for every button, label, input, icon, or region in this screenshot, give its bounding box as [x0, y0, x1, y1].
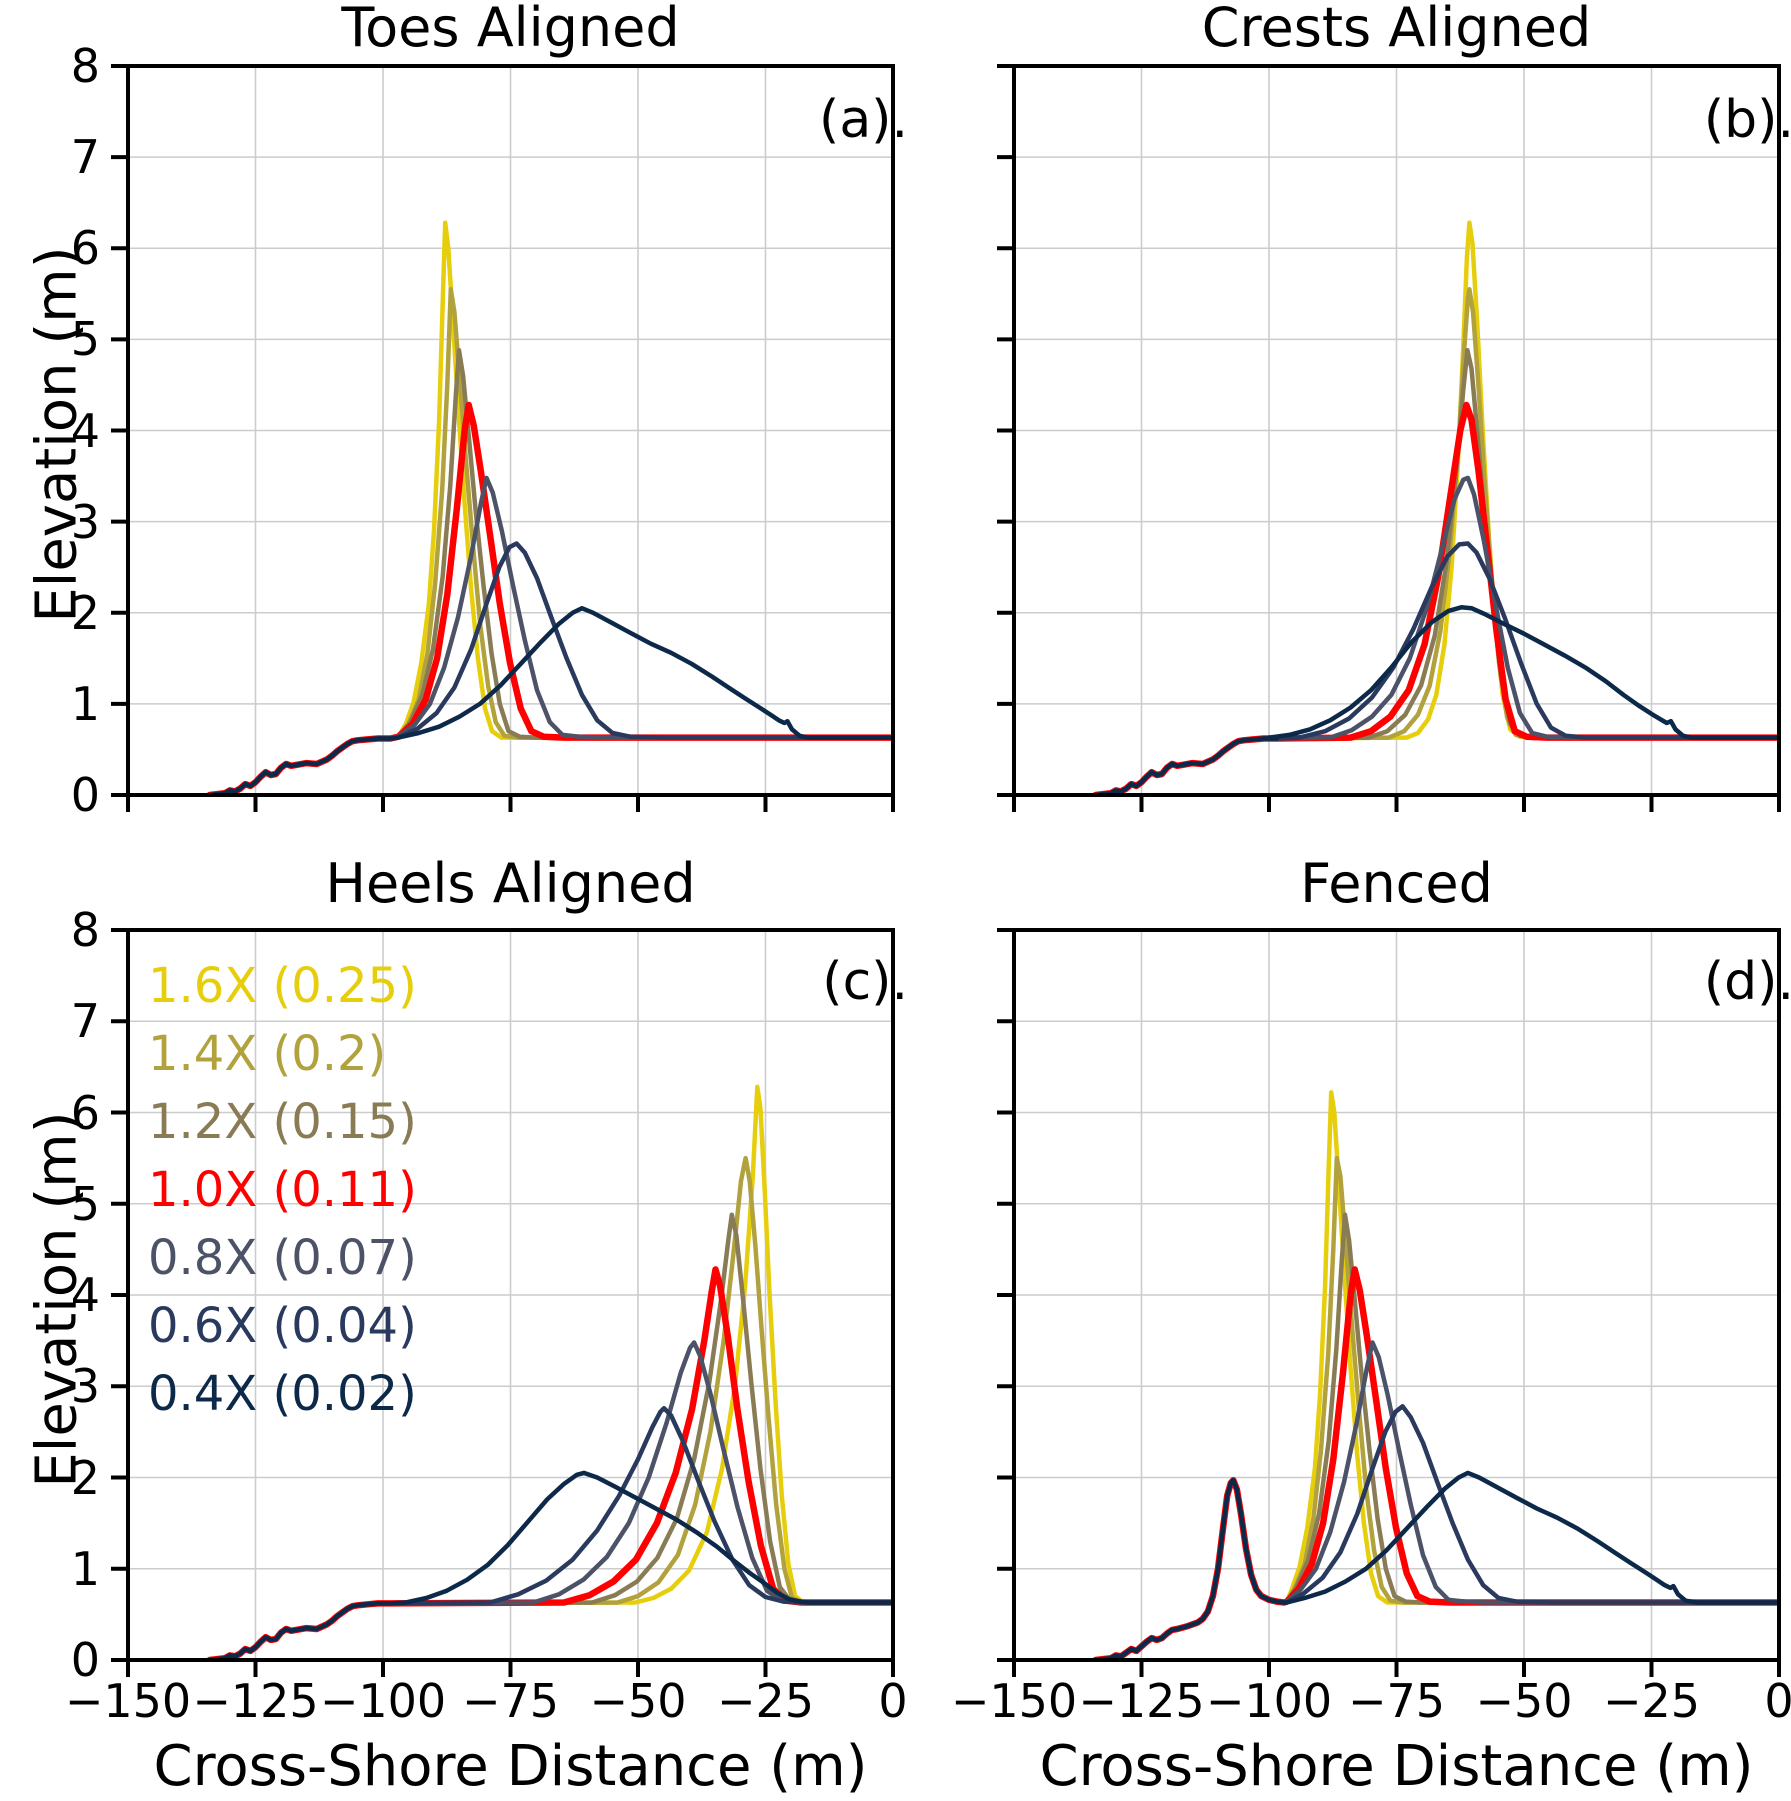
x-tick-label: −75 [461, 1674, 560, 1728]
y-tick-label: 8 [70, 39, 100, 93]
panel-spine [126, 928, 895, 1662]
y-tick-label: 7 [70, 994, 100, 1049]
y-tick-label: 0 [70, 1633, 100, 1687]
panel-c [111, 928, 895, 1677]
panel-b-letter: (b). [1703, 90, 1791, 150]
x-tick-label: −50 [1475, 1674, 1573, 1728]
panel-spine [1012, 64, 1781, 797]
y-tick-label: 2 [70, 585, 100, 640]
y-tick-label: 2 [70, 1450, 100, 1505]
x-tick-label: −100 [319, 1674, 447, 1728]
x-tick-label: −150 [950, 1674, 1078, 1728]
panel-c-letter: (c). [822, 952, 908, 1012]
x-tick-label: −75 [1347, 1674, 1446, 1728]
y-tick-label: 0 [70, 768, 100, 822]
profile-line-1.4X [1093, 287, 1779, 795]
profile-line-1.6X [1093, 220, 1779, 795]
y-tick-label: 4 [70, 403, 100, 458]
x-tick-label: −125 [1078, 1674, 1205, 1728]
y-tick-label: 8 [70, 903, 100, 957]
profile-line-1.6X [207, 220, 893, 795]
legend-entry: 0.6X (0.04) [148, 1298, 417, 1354]
profile-line-1.4X [207, 287, 893, 795]
legend-entry: 1.6X (0.25) [148, 958, 417, 1014]
x-tick-label: 0 [878, 1674, 908, 1728]
y-tick-label: 5 [70, 312, 100, 367]
legend-entry: 1.4X (0.2) [148, 1026, 387, 1082]
panel-b-title: Crests Aligned [1201, 0, 1592, 59]
panel-d-letter: (d). [1703, 952, 1791, 1012]
profile-line-0.8X [1093, 1340, 1779, 1660]
x-tick-label: −100 [1205, 1674, 1333, 1728]
y-tick-label: 6 [70, 221, 100, 276]
x-tick-label: 0 [1764, 1674, 1791, 1728]
panel-d [997, 928, 1781, 1677]
x-axis-label-left: Cross-Shore Distance (m) [153, 1734, 868, 1799]
profile-line-0.4X [207, 605, 893, 795]
legend-entry: 1.0X (0.11) [148, 1162, 417, 1218]
y-tick-label: 7 [70, 130, 100, 185]
y-tick-label: 4 [70, 1268, 100, 1322]
legend: 1.6X (0.25) 1.4X (0.2) 1.2X (0.15) 1.0X (0.… [148, 952, 417, 1428]
panel-d-title: Fenced [1300, 852, 1493, 915]
panel-spine [126, 64, 895, 797]
y-tick-label: 3 [70, 494, 100, 549]
y-tick-label: 1 [70, 1541, 100, 1596]
profile-line-0.8X [207, 475, 893, 795]
profile-line-0.6X [207, 1405, 893, 1660]
x-tick-label: −150 [64, 1674, 192, 1728]
legend-entry: 0.4X (0.02) [148, 1366, 417, 1422]
y-tick-label: 5 [70, 1176, 100, 1231]
panel-spine [1012, 928, 1781, 1662]
panel-a-letter: (a). [819, 90, 908, 150]
legend-entry: 0.8X (0.07) [148, 1230, 417, 1286]
x-tick-label: −25 [1602, 1674, 1701, 1728]
profile-line-1.6X [1093, 1090, 1779, 1660]
profile-line-0.4X [1093, 1470, 1779, 1660]
x-tick-label: −25 [716, 1674, 815, 1728]
profile-line-0.4X [1093, 605, 1779, 795]
legend-entry: 1.2X (0.15) [148, 1094, 417, 1150]
panel-c-title: Heels Aligned [325, 852, 696, 915]
x-axis-label-right: Cross-Shore Distance (m) [1039, 1734, 1754, 1799]
y-tick-label: 6 [70, 1085, 100, 1140]
x-tick-label: −125 [192, 1674, 319, 1728]
y-tick-label: 1 [70, 676, 100, 731]
y-tick-label: 3 [70, 1359, 100, 1414]
profile-line-0.6X [207, 541, 893, 795]
panel-a [111, 64, 895, 812]
profile-line-0.4X [207, 1470, 893, 1660]
panel-b [997, 64, 1781, 812]
x-tick-label: −50 [589, 1674, 687, 1728]
panel-a-title: Toes Aligned [341, 0, 680, 59]
